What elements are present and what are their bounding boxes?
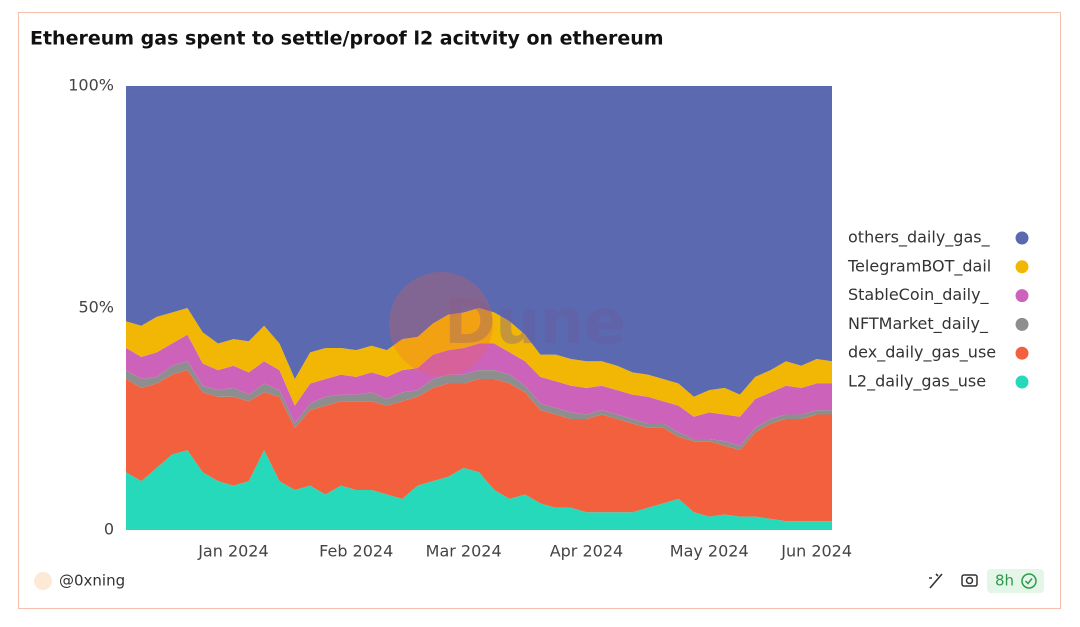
x-tick-label: Jun 2024 [780,542,852,561]
age: 8h [995,572,1014,590]
x-tick-label: Feb 2024 [319,542,393,561]
y-tick-label: 100% [68,76,114,95]
x-tick-label: Jan 2024 [197,542,268,561]
legend-swatch [1015,375,1029,389]
watermark-logo [389,272,493,376]
y-tick-label: 0 [104,520,114,539]
legend-swatch [1015,260,1029,274]
chart-title: Ethereum gas spent to settle/proof l2 ac… [30,28,664,50]
area [126,308,832,417]
legend-swatch [1015,317,1029,331]
icon-camera[interactable] [961,574,978,587]
legend-swatch [1015,231,1029,245]
legend-label: TelegramBOT_dail [847,256,991,276]
age-badge [987,569,1044,593]
y-tick-label: 50% [78,298,114,317]
x-tick-label: Mar 2024 [426,542,502,561]
legend-label: NFTMarket_daily_ [848,314,989,334]
plot [126,86,832,530]
legend-swatch [1015,289,1029,303]
legend-label: StableCoin_daily_ [848,285,990,305]
legend-swatch [1015,346,1029,360]
area [126,86,832,397]
legend-label: L2_daily_gas_use [848,372,986,392]
area [126,334,832,446]
area [126,361,832,451]
watermark: Dune [444,285,626,358]
legend-label: others_daily_gas_ [848,228,991,248]
legend-label: dex_daily_gas_use [848,343,996,363]
icon-wand[interactable] [929,573,943,589]
area [126,370,832,522]
check-icon [1021,573,1037,589]
x-tick-label: Apr 2024 [550,542,623,561]
avatar [34,572,52,590]
area [126,450,832,530]
x-tick-label: May 2024 [670,542,749,561]
author: @0xning [59,572,125,590]
check-mark [1024,578,1033,585]
